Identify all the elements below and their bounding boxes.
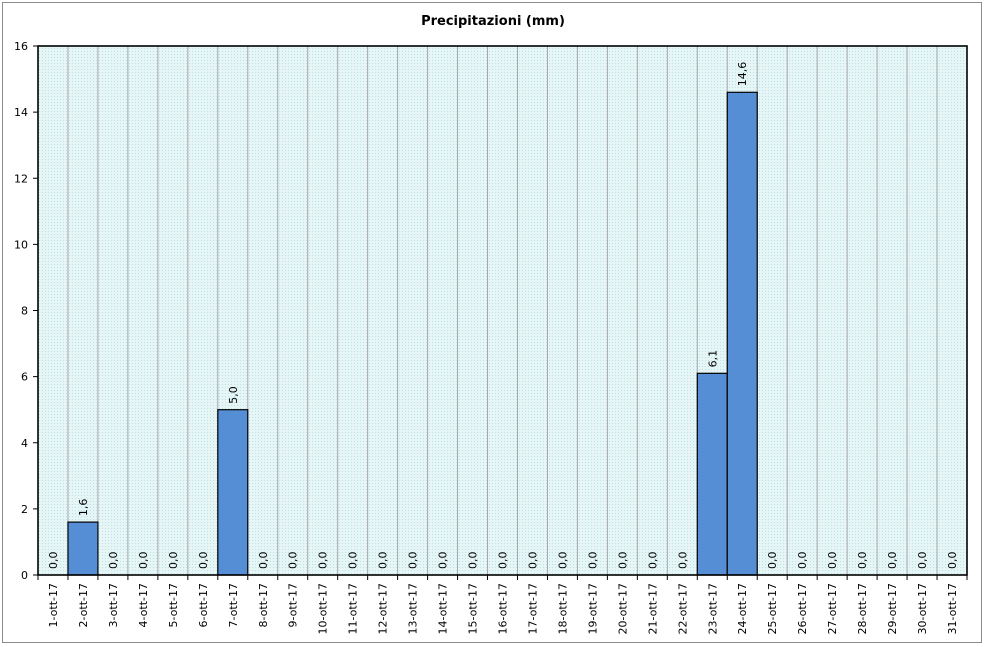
data-label-8-ott-17: 0,0 [257, 552, 270, 570]
data-label-17-ott-17: 0,0 [526, 552, 539, 570]
data-label-6-ott-17: 0,0 [197, 552, 210, 570]
x-tick-label: 9-ott-17 [287, 583, 300, 628]
x-tick-label: 8-ott-17 [257, 583, 270, 628]
data-label-19-ott-17: 0,0 [586, 552, 599, 570]
data-label-3-ott-17: 0,0 [107, 552, 120, 570]
x-tick-label: 15-ott-17 [467, 583, 480, 635]
data-label-24-ott-17: 14,6 [736, 62, 749, 87]
x-tick-label: 30-ott-17 [916, 583, 929, 635]
data-label-31-ott-17: 0,0 [946, 552, 959, 570]
y-tick-label: 10 [14, 238, 28, 251]
data-label-23-ott-17: 6,1 [706, 350, 719, 368]
x-tick-label: 26-ott-17 [796, 583, 809, 635]
x-tick-label: 24-ott-17 [736, 583, 749, 635]
bar-23-ott-17 [696, 372, 728, 576]
data-label-10-ott-17: 0,0 [317, 552, 330, 570]
x-tick-label: 4-ott-17 [137, 583, 150, 628]
x-tick-label: 12-ott-17 [377, 583, 390, 635]
bar-24-ott-17 [726, 91, 758, 576]
bar-7-ott-17 [217, 409, 249, 576]
data-label-1-ott-17: 0,0 [47, 552, 60, 570]
x-tick-label: 3-ott-17 [107, 583, 120, 628]
x-tick-label: 25-ott-17 [766, 583, 779, 635]
x-tick-label: 19-ott-17 [586, 583, 599, 635]
data-label-16-ott-17: 0,0 [497, 552, 510, 570]
data-label-15-ott-17: 0,0 [467, 552, 480, 570]
x-tick-label: 18-ott-17 [556, 583, 569, 635]
x-tick-label: 7-ott-17 [227, 583, 240, 628]
y-tick-label: 8 [21, 305, 28, 318]
y-tick-label: 2 [21, 503, 28, 516]
y-tick-label: 4 [21, 437, 28, 450]
x-tick-label: 21-ott-17 [646, 583, 659, 635]
data-label-28-ott-17: 0,0 [856, 552, 869, 570]
data-label-25-ott-17: 0,0 [766, 552, 779, 570]
bar-2-ott-17 [67, 521, 99, 576]
x-tick-label: 1-ott-17 [47, 583, 60, 628]
data-label-18-ott-17: 0,0 [556, 552, 569, 570]
x-tick-label: 6-ott-17 [197, 583, 210, 628]
data-label-20-ott-17: 0,0 [616, 552, 629, 570]
x-tick-label: 27-ott-17 [826, 583, 839, 635]
data-label-13-ott-17: 0,0 [407, 552, 420, 570]
x-tick-label: 28-ott-17 [856, 583, 869, 635]
data-label-9-ott-17: 0,0 [287, 552, 300, 570]
data-label-14-ott-17: 0,0 [437, 552, 450, 570]
data-label-5-ott-17: 0,0 [167, 552, 180, 570]
x-tick-label: 16-ott-17 [497, 583, 510, 635]
x-tick-label: 10-ott-17 [317, 583, 330, 635]
data-label-30-ott-17: 0,0 [916, 552, 929, 570]
data-label-4-ott-17: 0,0 [137, 552, 150, 570]
data-label-27-ott-17: 0,0 [826, 552, 839, 570]
chart-title: Precipitazioni (mm) [421, 14, 565, 29]
data-label-7-ott-17: 5,0 [227, 386, 240, 404]
data-label-29-ott-17: 0,0 [886, 552, 899, 570]
y-tick-label: 16 [14, 40, 28, 53]
x-tick-label: 31-ott-17 [946, 583, 959, 635]
x-tick-label: 17-ott-17 [526, 583, 539, 635]
y-tick-label: 14 [14, 106, 28, 119]
data-label-12-ott-17: 0,0 [377, 552, 390, 570]
x-tick-label: 2-ott-17 [77, 583, 90, 628]
x-tick-label: 11-ott-17 [347, 583, 360, 635]
x-tick-label: 5-ott-17 [167, 583, 180, 628]
x-tick-label: 13-ott-17 [407, 583, 420, 635]
x-tick-label: 22-ott-17 [676, 583, 689, 635]
data-label-11-ott-17: 0,0 [347, 552, 360, 570]
data-label-22-ott-17: 0,0 [676, 552, 689, 570]
y-tick-label: 12 [14, 172, 28, 185]
data-label-2-ott-17: 1,6 [77, 499, 90, 517]
x-tick-label: 23-ott-17 [706, 583, 719, 635]
x-tick-label: 20-ott-17 [616, 583, 629, 635]
data-label-26-ott-17: 0,0 [796, 552, 809, 570]
x-tick-label: 29-ott-17 [886, 583, 899, 635]
plot-background [38, 46, 967, 575]
x-tick-label: 14-ott-17 [437, 583, 450, 635]
data-label-21-ott-17: 0,0 [646, 552, 659, 570]
y-tick-label: 0 [21, 569, 28, 582]
y-tick-label: 6 [21, 371, 28, 384]
